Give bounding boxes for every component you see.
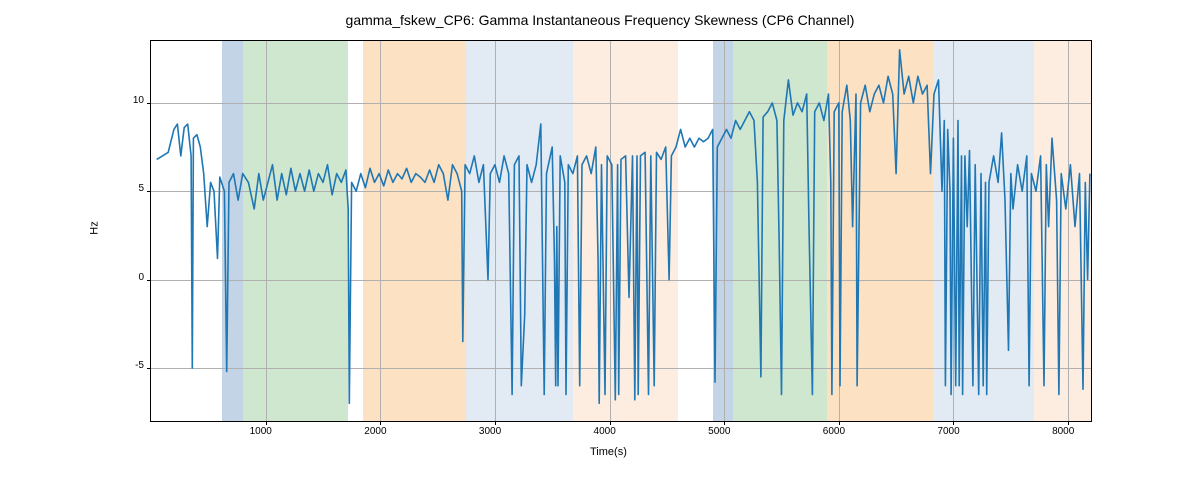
x-tick-label: 1000 [250,426,272,437]
x-tick-label: 3000 [479,426,501,437]
y-tick-label: 0 [114,272,144,283]
x-tick-label: 7000 [937,426,959,437]
y-tick-label: 10 [114,95,144,106]
x-tick-label: 6000 [823,426,845,437]
x-tick [839,421,840,425]
x-axis-label: Time(s) [590,446,627,458]
data-line [157,50,1090,404]
x-tick-label: 2000 [364,426,386,437]
y-tick-label: 5 [114,183,144,194]
plot-area [150,40,1092,422]
x-tick [266,421,267,425]
x-tick [380,421,381,425]
chart-title: gamma_fskew_CP6: Gamma Instantaneous Fre… [0,12,1200,28]
x-tick [953,421,954,425]
x-tick [724,421,725,425]
y-tick-label: -5 [114,360,144,371]
x-tick-label: 8000 [1052,426,1074,437]
figure: gamma_fskew_CP6: Gamma Instantaneous Fre… [0,0,1200,500]
line-layer [151,41,1091,421]
y-axis-label: Hz [89,221,101,234]
x-tick-label: 5000 [708,426,730,437]
x-tick [610,421,611,425]
x-tick [495,421,496,425]
x-tick [1068,421,1069,425]
x-tick-label: 4000 [594,426,616,437]
